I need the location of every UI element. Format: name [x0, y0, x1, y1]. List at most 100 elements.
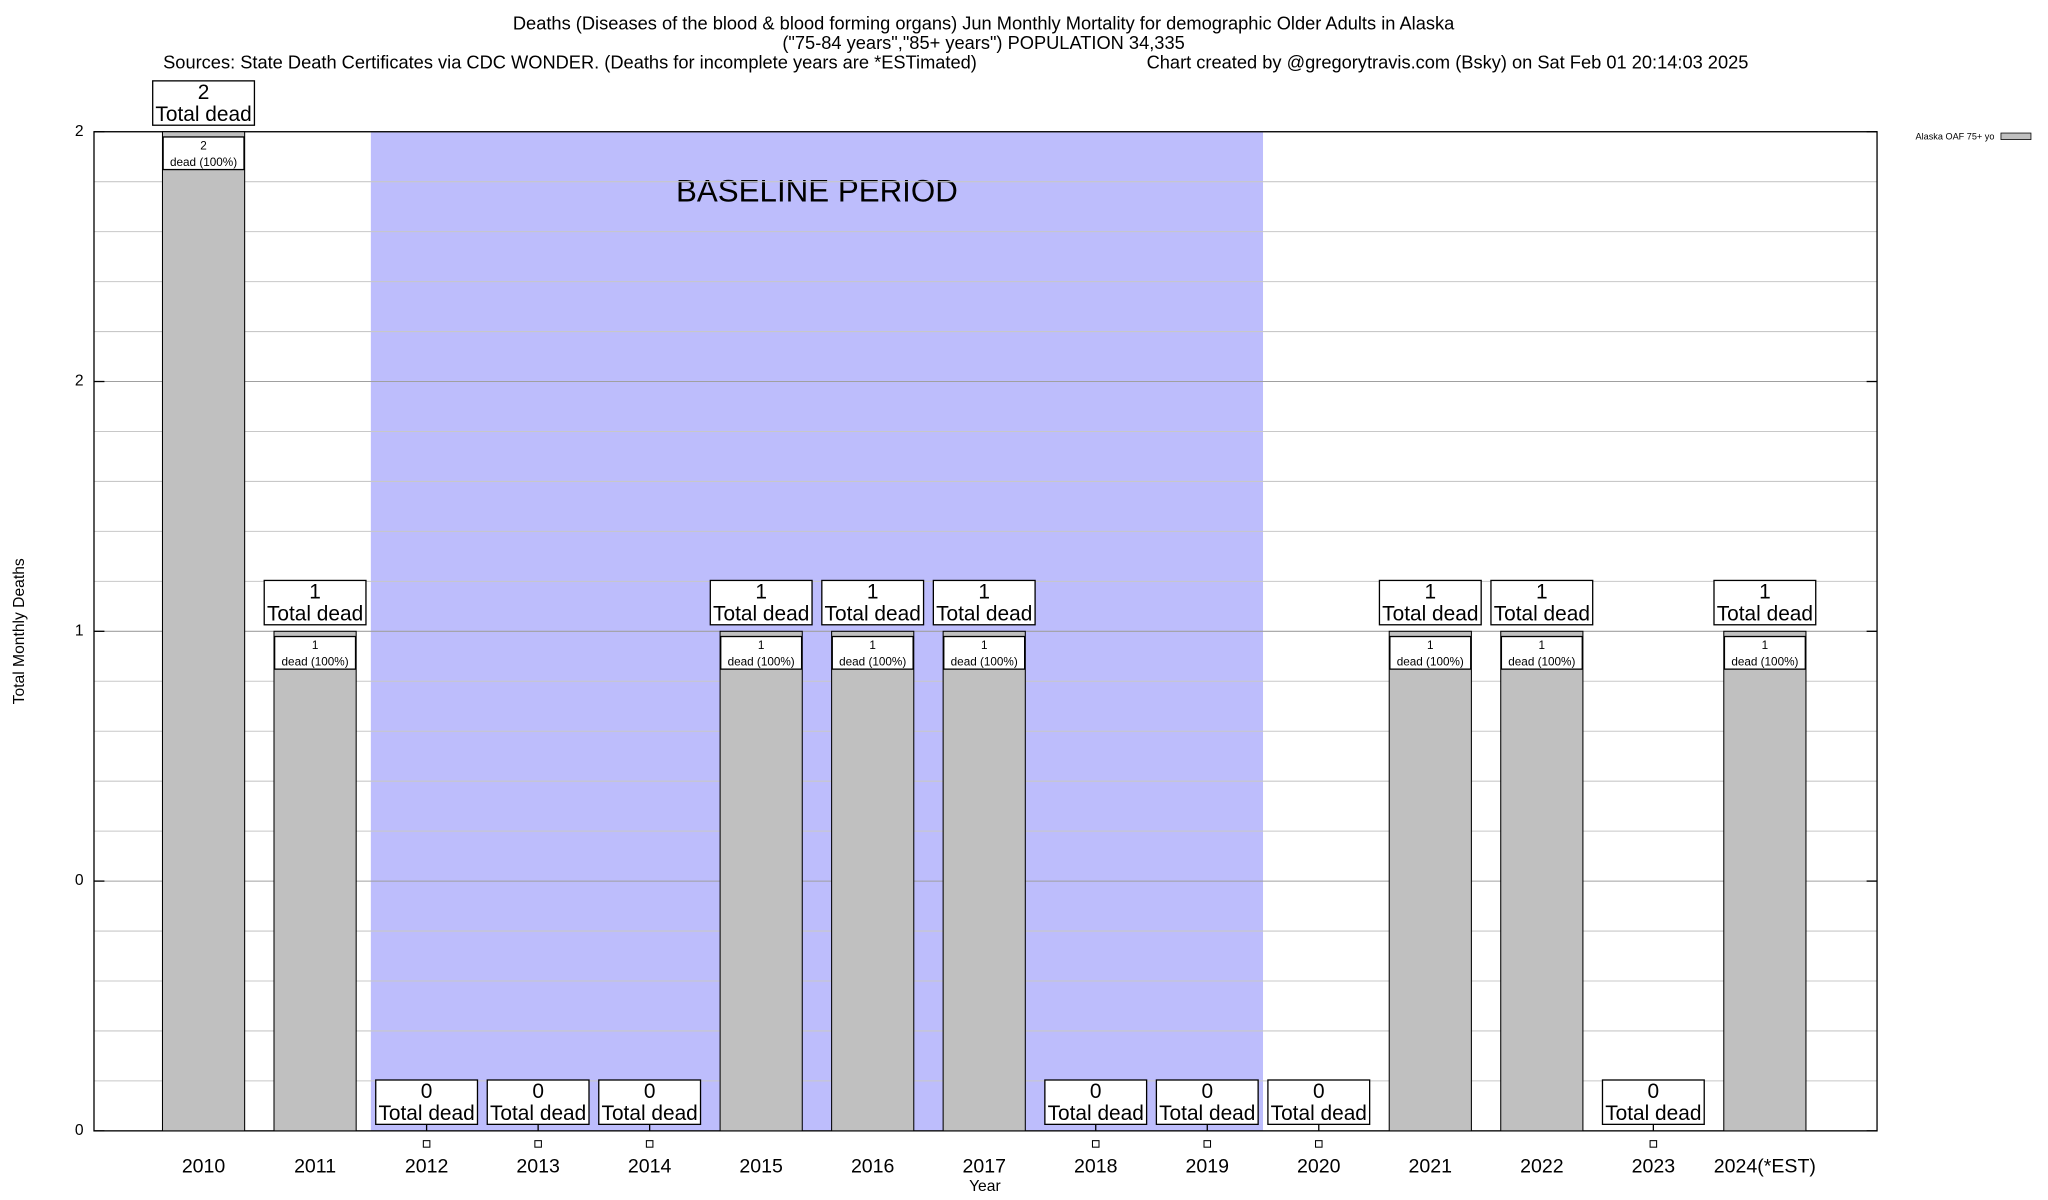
zero-marker [422, 1140, 431, 1148]
chart-subtitle: ("75-84 years","85+ years") POPULATION 3… [782, 32, 1184, 53]
chart-title: Deaths (Diseases of the blood & blood fo… [513, 13, 1455, 34]
label-text: 1 [312, 639, 319, 652]
zero-marker [534, 1140, 542, 1148]
label-text: Total dead [936, 603, 1032, 626]
x-tick-label: 2015 [739, 1156, 783, 1178]
zero-marker [1203, 1140, 1212, 1148]
label-text: 1 [755, 580, 767, 603]
label-box [1389, 635, 1472, 670]
label-text: Total dead [490, 1102, 586, 1125]
label-text: Total dead [1382, 603, 1478, 626]
label-text: 1 [867, 580, 879, 603]
label-text: Total dead [1717, 603, 1813, 626]
bar [273, 630, 357, 1132]
label-box [720, 635, 803, 670]
zero-marker [645, 1140, 654, 1148]
label-box [1267, 1079, 1371, 1125]
x-tick-label: 2014 [628, 1156, 672, 1178]
label-text: 1 [1427, 639, 1434, 652]
x-tick-label: 2010 [182, 1156, 226, 1178]
bar [161, 131, 246, 1132]
x-tick-label: 2019 [1186, 1156, 1229, 1178]
label-text: 0 [1313, 1080, 1325, 1103]
bar [719, 630, 803, 1132]
label-box [598, 1079, 702, 1125]
zero-marker [1649, 1140, 1658, 1148]
label-text: Total dead [1048, 1102, 1144, 1125]
bar [942, 630, 1026, 1132]
label-text: 0 [532, 1080, 544, 1103]
label-text: 0 [1201, 1080, 1213, 1103]
label-text: Total dead [602, 1102, 698, 1125]
credit-note: Chart created by @gregorytravis.com (Bsk… [1147, 52, 1749, 73]
label-text: dead (100%) [839, 655, 906, 668]
label-box [152, 80, 256, 126]
x-axis-label: Year [969, 1178, 1001, 1195]
label-text: 1 [758, 639, 765, 652]
label-text: Total dead [378, 1102, 474, 1125]
bar [1388, 630, 1472, 1132]
x-tick-label: 2024(*EST) [1714, 1156, 1816, 1178]
label-text: dead (100%) [728, 655, 795, 668]
label-text: Total dead [1271, 1102, 1367, 1125]
x-tick-label: 2017 [962, 1156, 1005, 1178]
label-box [162, 136, 245, 171]
label-box [1044, 1079, 1148, 1125]
bar [1500, 630, 1584, 1132]
label-box [1490, 579, 1594, 626]
label-text: dead (100%) [1397, 655, 1464, 668]
x-tick-label: 2012 [405, 1156, 448, 1178]
bar [831, 630, 915, 1132]
label-box [1723, 635, 1806, 670]
label-text: 1 [978, 580, 990, 603]
label-box [1713, 579, 1817, 626]
zero-marker [1091, 1140, 1100, 1148]
label-box [831, 635, 914, 670]
x-tick-label: 2020 [1297, 1156, 1341, 1178]
y-axis-label: Total Monthly Deaths [11, 558, 28, 704]
label-text: Total dead [1494, 603, 1590, 626]
label-text: 1 [309, 580, 321, 603]
label-box [709, 579, 813, 626]
label-box [943, 635, 1026, 670]
y-tick-label: 2 [75, 373, 84, 390]
label-text: 2 [198, 81, 210, 104]
label-text: 0 [644, 1080, 656, 1103]
label-text: 0 [421, 1080, 433, 1103]
zero-marker [1315, 1140, 1323, 1148]
y-tick-label: 0 [75, 1122, 84, 1139]
x-tick-label: 2011 [294, 1156, 336, 1178]
label-box [375, 1079, 479, 1125]
legend-swatch [2000, 132, 2032, 140]
baseline-label: BASELINE PERIOD [676, 173, 958, 208]
label-text: Total dead [155, 103, 251, 126]
label-box [1500, 635, 1583, 670]
label-text: Total dead [825, 603, 921, 626]
label-text: 1 [981, 639, 988, 652]
label-text: 2 [200, 140, 207, 153]
label-box [932, 579, 1036, 626]
y-tick-label: 2 [75, 123, 84, 140]
label-text: dead (100%) [1508, 655, 1575, 668]
x-tick-label: 2016 [851, 1156, 895, 1178]
label-text: dead (100%) [170, 156, 237, 169]
label-box [1378, 579, 1482, 626]
x-tick-label: 2023 [1632, 1156, 1676, 1178]
label-text: dead (100%) [282, 655, 349, 668]
bar [1723, 630, 1807, 1132]
label-box [821, 579, 925, 626]
label-box [1155, 1079, 1259, 1125]
x-tick-label: 2013 [516, 1156, 560, 1178]
label-text: Total dead [1159, 1102, 1255, 1125]
label-text: 0 [1090, 1080, 1102, 1103]
label-text: Total dead [267, 603, 363, 626]
label-text: Total dead [713, 603, 809, 626]
label-text: 0 [1648, 1080, 1660, 1103]
label-text: 1 [1536, 580, 1548, 603]
label-text: 1 [1762, 639, 1769, 652]
label-box [274, 635, 357, 670]
label-text: 1 [1759, 580, 1771, 603]
source-note: Sources: State Death Certificates via CD… [163, 52, 977, 73]
